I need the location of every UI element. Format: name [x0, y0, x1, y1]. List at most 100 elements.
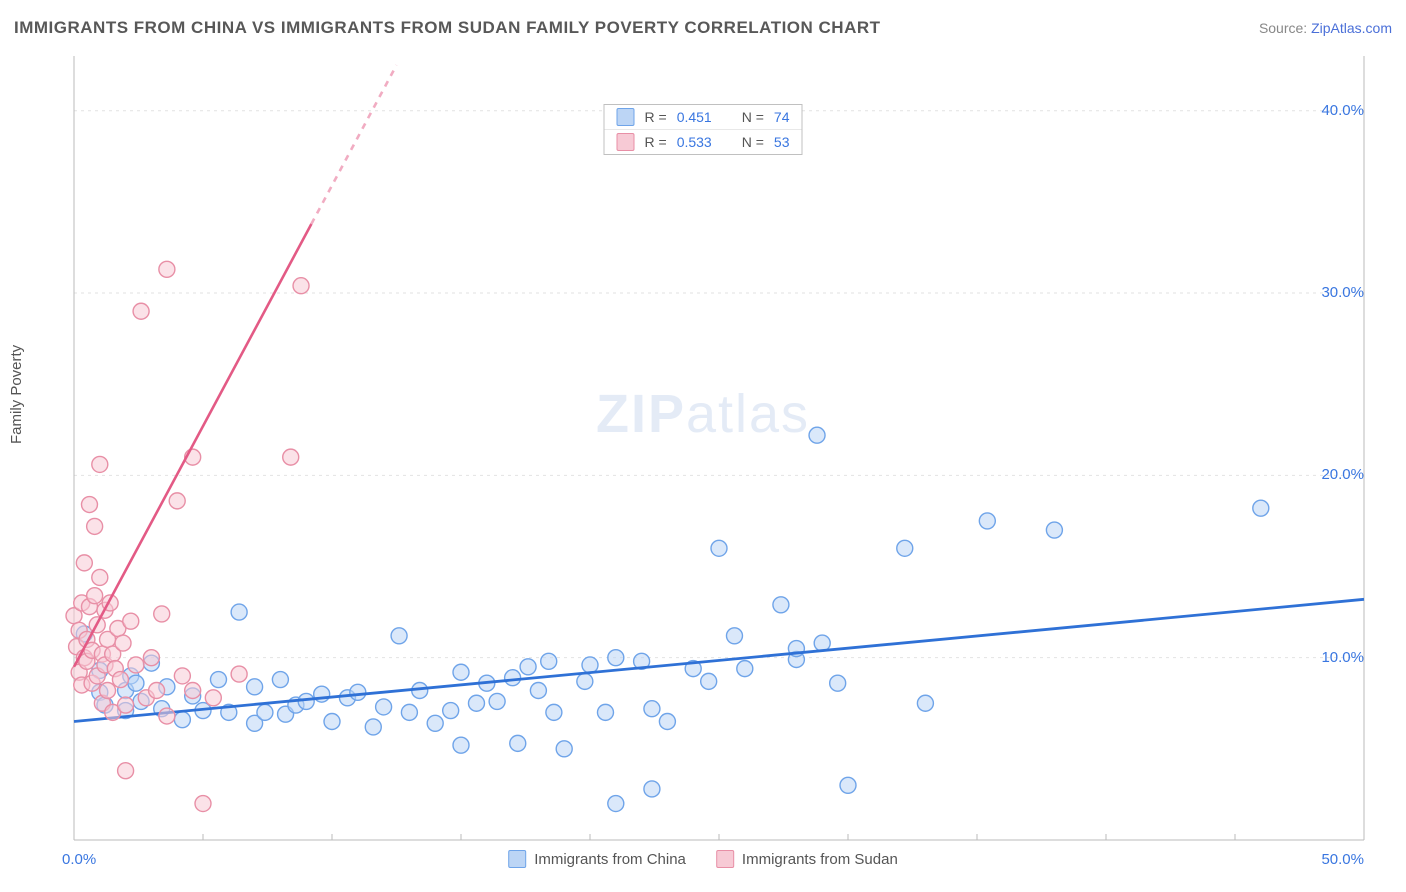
bottom-legend: Immigrants from China Immigrants from Sud… [508, 850, 898, 868]
data-point [541, 653, 557, 669]
legend-swatch [617, 108, 635, 126]
data-point [830, 675, 846, 691]
source-prefix: Source: [1259, 20, 1311, 36]
y-tick-label: 40.0% [1321, 102, 1364, 119]
data-point [608, 796, 624, 812]
trend-line-ext [311, 65, 396, 224]
data-point [468, 695, 484, 711]
source-link[interactable]: ZipAtlas.com [1311, 20, 1392, 36]
data-point [159, 261, 175, 277]
data-point [489, 693, 505, 709]
data-point [324, 713, 340, 729]
data-point [979, 513, 995, 529]
legend-swatch [716, 850, 734, 868]
data-point [92, 569, 108, 585]
legend-n-value: 74 [774, 109, 790, 125]
legend-item: Immigrants from Sudan [716, 850, 898, 868]
data-point [257, 704, 273, 720]
x-axis-min-label: 0.0% [62, 851, 96, 868]
data-point [711, 540, 727, 556]
data-point [87, 518, 103, 534]
data-point [597, 704, 613, 720]
chart-area: Family Poverty ZIPatlas 10.0%20.0%30.0%4… [14, 50, 1392, 878]
legend-n-label: N = [742, 109, 764, 125]
data-point [100, 682, 116, 698]
data-point [81, 497, 97, 513]
data-point [443, 703, 459, 719]
data-point [87, 588, 103, 604]
data-point [1046, 522, 1062, 538]
legend-stats-row: R = 0.451 N = 74 [605, 105, 802, 129]
legend-swatch [508, 850, 526, 868]
data-point [118, 763, 134, 779]
y-tick-label: 20.0% [1321, 466, 1364, 483]
data-point [505, 670, 521, 686]
data-point [453, 737, 469, 753]
y-axis-label: Family Poverty [8, 345, 25, 444]
data-point [701, 673, 717, 689]
y-tick-label: 30.0% [1321, 284, 1364, 301]
data-point [174, 668, 190, 684]
data-point [608, 650, 624, 666]
data-point [272, 672, 288, 688]
legend-label: Immigrants from Sudan [742, 851, 898, 868]
data-point [350, 684, 366, 700]
trend-line [74, 224, 311, 667]
legend-item: Immigrants from China [508, 850, 686, 868]
data-point [1253, 500, 1269, 516]
data-point [726, 628, 742, 644]
data-point [897, 540, 913, 556]
data-point [520, 659, 536, 675]
data-point [205, 690, 221, 706]
data-point [195, 796, 211, 812]
data-point [659, 713, 675, 729]
chart-title: IMMIGRANTS FROM CHINA VS IMMIGRANTS FROM… [14, 18, 881, 38]
data-point [530, 682, 546, 698]
data-point [293, 278, 309, 294]
trend-line [74, 599, 1364, 721]
data-point [510, 735, 526, 751]
data-point [283, 449, 299, 465]
data-point [128, 675, 144, 691]
data-point [453, 664, 469, 680]
data-point [644, 701, 660, 717]
data-point [76, 555, 92, 571]
legend-label: Immigrants from China [534, 851, 686, 868]
data-point [154, 606, 170, 622]
legend-n-label: N = [742, 134, 764, 150]
legend-stats-row: R = 0.533 N = 53 [605, 129, 802, 154]
data-point [169, 493, 185, 509]
data-point [149, 682, 165, 698]
data-point [174, 712, 190, 728]
data-point [814, 635, 830, 651]
scatter-plot-svg [14, 50, 1392, 878]
data-point [582, 657, 598, 673]
data-point [247, 679, 263, 695]
data-point [401, 704, 417, 720]
legend-n-value: 53 [774, 134, 790, 150]
data-point [128, 657, 144, 673]
legend-r-label: R = [645, 109, 667, 125]
data-point [92, 456, 108, 472]
data-point [115, 635, 131, 651]
data-point [917, 695, 933, 711]
data-point [376, 699, 392, 715]
data-point [644, 781, 660, 797]
data-point [123, 613, 139, 629]
data-point [185, 682, 201, 698]
legend-swatch [617, 133, 635, 151]
y-tick-label: 10.0% [1321, 649, 1364, 666]
data-point [391, 628, 407, 644]
legend-r-value: 0.533 [677, 134, 712, 150]
data-point [118, 697, 134, 713]
legend-r-label: R = [645, 134, 667, 150]
data-point [577, 673, 593, 689]
source-label: Source: ZipAtlas.com [1259, 20, 1392, 36]
legend-r-value: 0.451 [677, 109, 712, 125]
data-point [159, 708, 175, 724]
data-point [556, 741, 572, 757]
data-point [133, 303, 149, 319]
data-point [427, 715, 443, 731]
data-point [773, 597, 789, 613]
data-point [231, 666, 247, 682]
